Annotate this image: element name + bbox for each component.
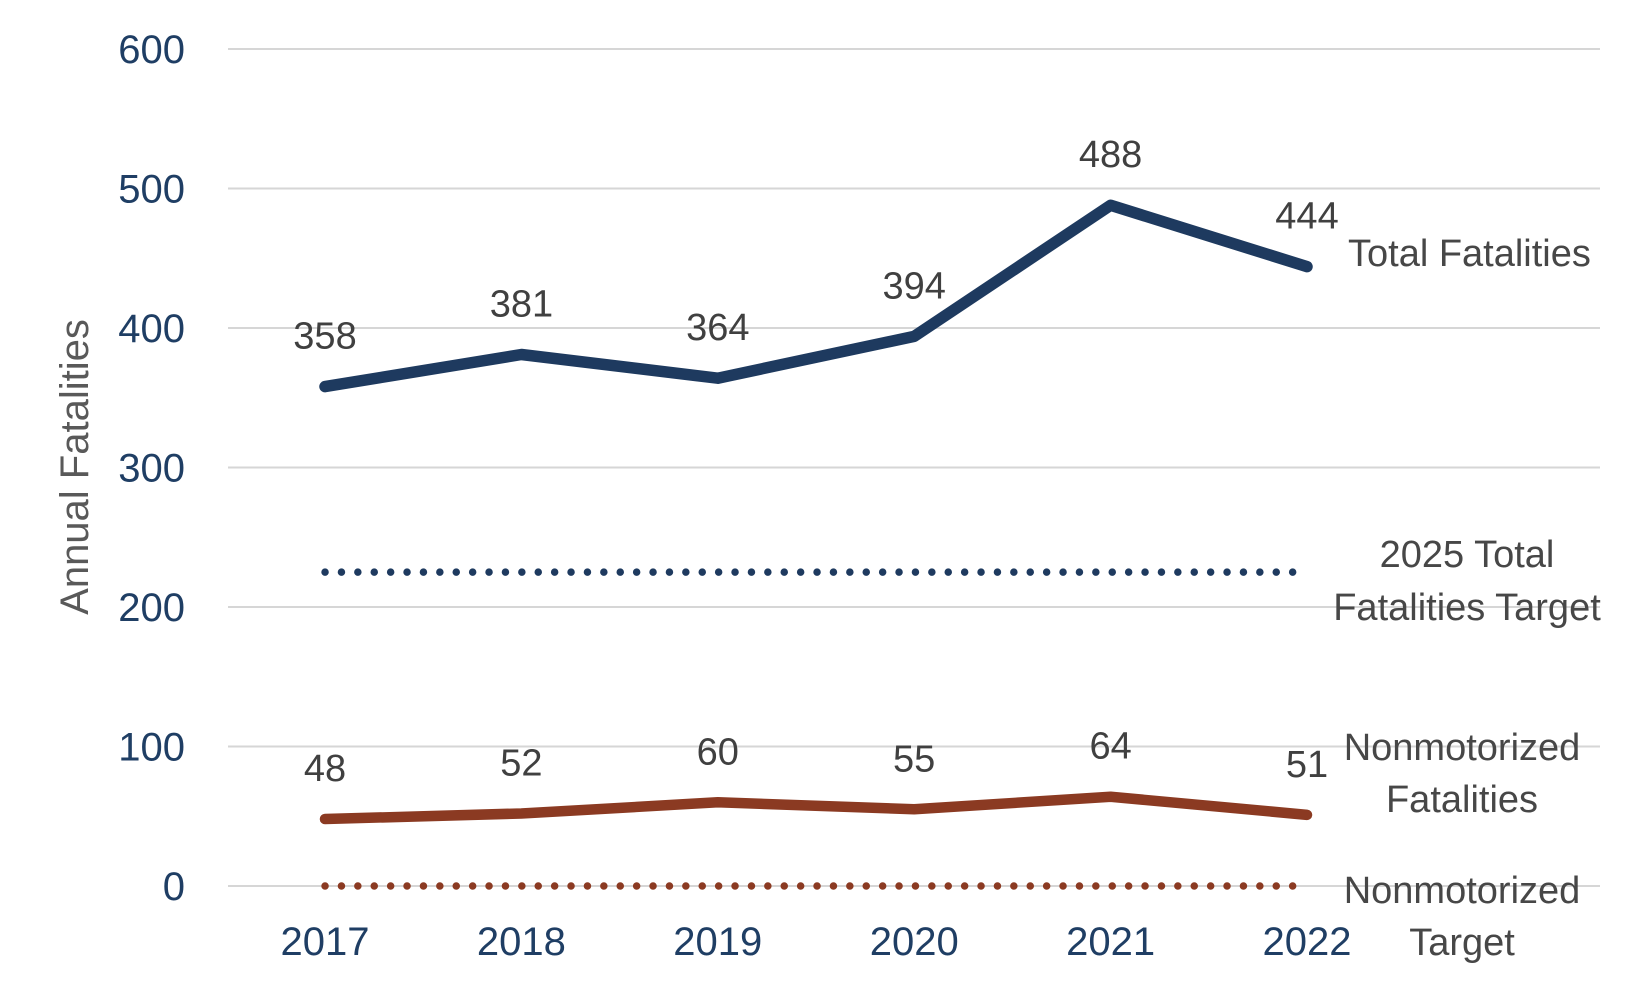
x-tick-label-2018: 2018 xyxy=(477,920,566,964)
x-tick-label-2020: 2020 xyxy=(870,920,959,964)
y-tick-label-0: 0 xyxy=(163,865,185,909)
y-tick-label-500: 500 xyxy=(118,168,185,212)
data-label-nonmotorized-fatalities-2018: 52 xyxy=(500,742,542,784)
data-label-total-fatalities-2019: 364 xyxy=(686,307,749,349)
data-label-total-fatalities-2021: 488 xyxy=(1079,134,1142,176)
data-label-nonmotorized-fatalities-2021: 64 xyxy=(1089,726,1131,768)
series-label-nonmotorized-target-line1: Nonmotorized xyxy=(1344,870,1581,912)
data-label-nonmotorized-fatalities-2019: 60 xyxy=(697,731,739,773)
series-line-nonmotorized-fatalities xyxy=(319,791,1313,825)
x-tick-label-2021: 2021 xyxy=(1066,920,1155,964)
data-label-total-fatalities-2017: 358 xyxy=(293,316,356,358)
data-label-nonmotorized-fatalities-2017: 48 xyxy=(304,748,346,790)
y-tick-label-300: 300 xyxy=(118,447,185,491)
data-label-total-fatalities-2020: 394 xyxy=(882,265,945,307)
x-tick-label-2019: 2019 xyxy=(673,920,762,964)
x-tick-label-2017: 2017 xyxy=(281,920,370,964)
x-tick-label-2022: 2022 xyxy=(1263,920,1352,964)
data-label-total-fatalities-2018: 381 xyxy=(490,284,553,326)
data-label-nonmotorized-fatalities-2022: 51 xyxy=(1286,744,1328,786)
y-tick-label-400: 400 xyxy=(118,307,185,351)
series-label-nonmotorized-fatalities-line2: Fatalities xyxy=(1386,779,1538,821)
y-tick-label-600: 600 xyxy=(118,28,185,72)
series-label-2025-total-fatalities-target-line2: Fatalities Target xyxy=(1333,587,1601,629)
data-label-nonmotorized-fatalities-2020: 55 xyxy=(893,738,935,780)
series-label-2025-total-fatalities-target-line1: 2025 Total xyxy=(1380,534,1555,576)
series-label-total-fatalities-line1: Total Fatalities xyxy=(1348,233,1591,275)
series-line-total-fatalities xyxy=(319,199,1313,393)
y-axis-title: Annual Fatalities xyxy=(53,319,97,615)
series-label-nonmotorized-target-line2: Target xyxy=(1409,922,1515,964)
series-label-nonmotorized-fatalities-line1: Nonmotorized xyxy=(1344,727,1581,769)
y-tick-label-100: 100 xyxy=(118,726,185,770)
data-label-total-fatalities-2022: 444 xyxy=(1275,196,1338,238)
y-tick-label-200: 200 xyxy=(118,586,185,630)
